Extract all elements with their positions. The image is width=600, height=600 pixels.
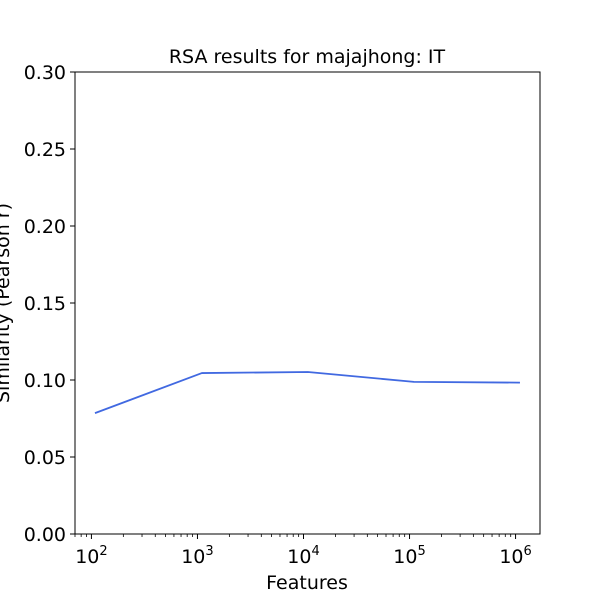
- x-tick-label-base: 10: [499, 546, 523, 568]
- series-layer: [94, 371, 520, 414]
- x-tick-label: 102: [75, 544, 107, 568]
- x-tick-label-exponent: 5: [417, 544, 425, 559]
- y-tick-label: 0.10: [24, 370, 66, 392]
- x-tick-label-exponent: 3: [205, 544, 213, 559]
- y-tick-label: 0.05: [24, 447, 66, 469]
- x-tick-label: 104: [287, 544, 319, 568]
- x-tick-label-base: 10: [393, 546, 417, 568]
- x-tick-label: 106: [499, 544, 531, 568]
- x-tick-label-base: 10: [75, 546, 99, 568]
- x-tick-label-base: 10: [287, 546, 311, 568]
- y-tick-label: 0.30: [24, 62, 66, 84]
- series-line: [94, 371, 520, 414]
- chart-title: RSA results for majajhong: IT: [169, 46, 446, 68]
- y-tick-label: 0.15: [24, 293, 66, 315]
- x-tick-label: 105: [393, 544, 425, 568]
- y-axis: 0.00 0.05 0.10 0.15 0.20 0.25 0.30: [24, 62, 75, 546]
- y-tick-label: 0.20: [24, 216, 66, 238]
- y-tick-label: 0.00: [24, 524, 66, 546]
- y-axis-label: Similarity (Pearson r): [0, 203, 14, 403]
- x-tick-label-exponent: 4: [311, 544, 319, 559]
- plot-area: [74, 71, 541, 535]
- x-axis-label: Features: [266, 572, 348, 594]
- y-tick-label: 0.25: [24, 139, 66, 161]
- x-axis: 102 103 104 105 106: [74, 534, 532, 568]
- x-tick-label: 103: [181, 544, 213, 568]
- x-tick-label-exponent: 2: [99, 544, 107, 559]
- x-tick-label-base: 10: [181, 546, 205, 568]
- x-tick-label-exponent: 6: [524, 544, 532, 559]
